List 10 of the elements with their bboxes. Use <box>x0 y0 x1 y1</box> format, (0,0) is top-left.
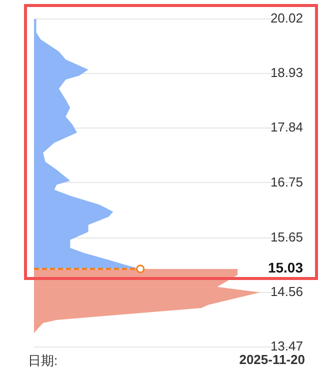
text: 2025-11-20 <box>239 352 305 367</box>
y-tick-label: 18.93 <box>270 65 303 80</box>
y-tick-label: 16.75 <box>270 174 303 190</box>
y-tick-label: 20.02 <box>270 10 303 26</box>
y-tick-label: 15.65 <box>270 229 303 244</box>
y-tick-label: 14.56 <box>270 284 303 299</box>
y-tick-label: 17.84 <box>270 120 303 135</box>
text: 日期: <box>28 352 58 370</box>
y-tick-label: 15.03 <box>268 260 304 276</box>
y-tick-label: 13.47 <box>270 338 303 354</box>
